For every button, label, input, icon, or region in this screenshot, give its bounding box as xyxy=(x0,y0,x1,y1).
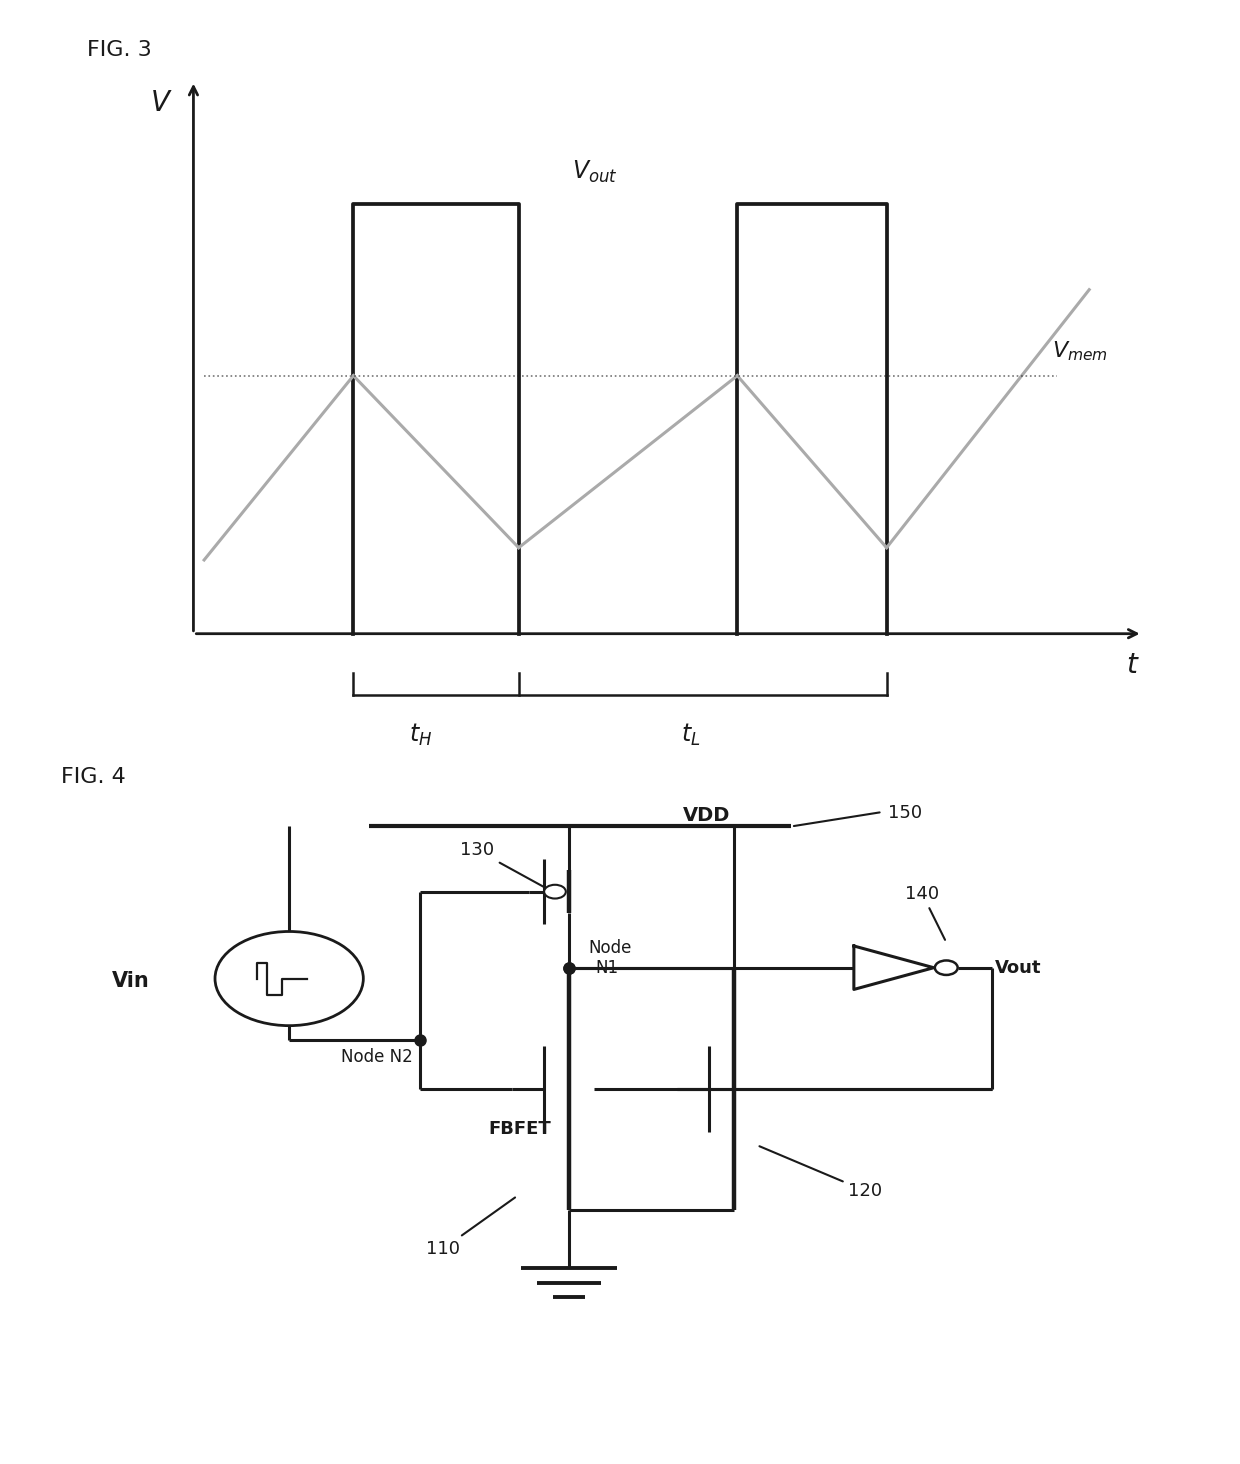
Text: FIG. 4: FIG. 4 xyxy=(61,767,125,788)
Text: t: t xyxy=(1126,651,1137,679)
Text: Vout: Vout xyxy=(996,959,1042,978)
Circle shape xyxy=(544,884,565,899)
Text: $V_{out}$: $V_{out}$ xyxy=(572,160,618,186)
Text: VDD: VDD xyxy=(683,805,730,824)
Text: Node: Node xyxy=(588,940,631,957)
Text: 120: 120 xyxy=(759,1146,883,1200)
Circle shape xyxy=(935,960,957,975)
Text: 150: 150 xyxy=(888,804,923,821)
Text: $t_L$: $t_L$ xyxy=(681,722,701,748)
Text: 140: 140 xyxy=(905,884,945,940)
Text: $t_H$: $t_H$ xyxy=(409,722,433,748)
Text: V: V xyxy=(151,89,170,117)
Text: 110: 110 xyxy=(427,1198,515,1258)
Text: Vin: Vin xyxy=(113,971,150,991)
Text: 130: 130 xyxy=(460,842,543,887)
Text: FIG. 3: FIG. 3 xyxy=(87,40,151,60)
Text: FBFET: FBFET xyxy=(489,1120,552,1139)
Text: Node N2: Node N2 xyxy=(341,1048,412,1066)
Text: $V_{mem}$: $V_{mem}$ xyxy=(1052,340,1107,363)
Text: N1: N1 xyxy=(595,959,618,976)
